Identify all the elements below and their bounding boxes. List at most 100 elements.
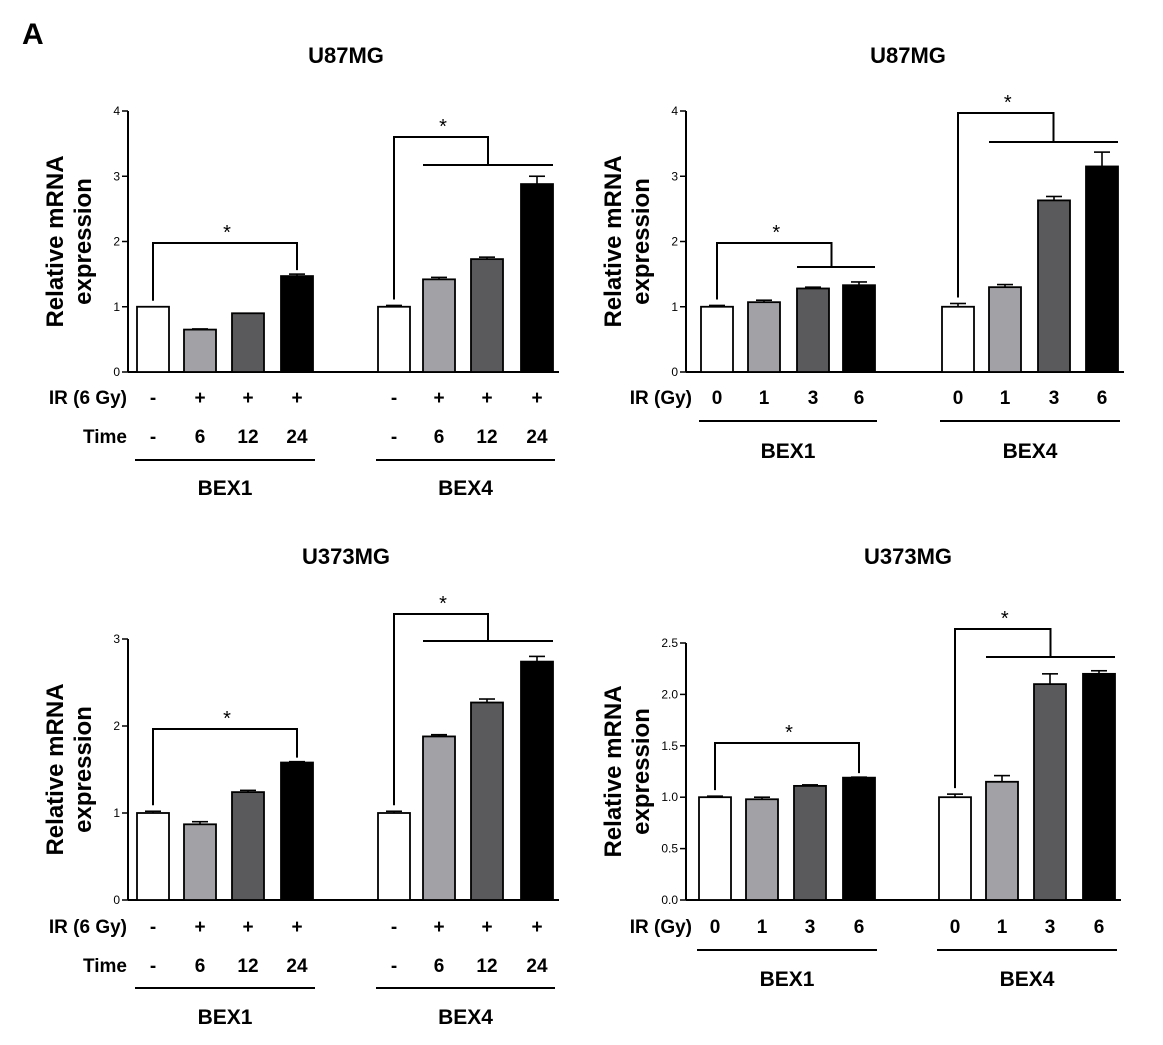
condition-label: 12 xyxy=(237,427,258,448)
condition-label: 6 xyxy=(195,427,206,448)
condition-label: - xyxy=(150,388,156,409)
condition-label: - xyxy=(391,956,397,977)
chart-title: U87MG xyxy=(870,43,946,68)
y-tick-label: 0.0 xyxy=(661,893,678,907)
condition-label: 12 xyxy=(237,956,258,977)
y-tick-label: 0 xyxy=(113,893,120,907)
panel-label: A xyxy=(22,18,44,51)
condition-row-label: IR (6 Gy) xyxy=(49,917,127,938)
condition-label: 1 xyxy=(759,388,770,409)
condition-row-label: IR (6 Gy) xyxy=(49,388,127,409)
condition-label: 3 xyxy=(1045,917,1056,938)
group-label: BEX1 xyxy=(198,477,253,500)
bar xyxy=(520,660,554,901)
y-tick-label: 1 xyxy=(671,300,678,314)
condition-label: 6 xyxy=(195,956,206,977)
condition-label: 6 xyxy=(854,917,865,938)
condition-label: 6 xyxy=(1097,388,1108,409)
condition-label: + xyxy=(194,388,205,409)
y-tick-label: 3 xyxy=(113,169,120,183)
y-axis-label-line: expression xyxy=(70,178,97,305)
bar xyxy=(470,701,504,901)
condition-label: + xyxy=(242,917,253,938)
bar xyxy=(377,812,411,901)
condition-label: 1 xyxy=(757,917,768,938)
y-tick-label: 4 xyxy=(671,104,678,118)
condition-label: + xyxy=(433,388,444,409)
bar xyxy=(280,275,314,373)
bar xyxy=(470,258,504,373)
bar xyxy=(842,284,876,373)
condition-label: 12 xyxy=(476,956,497,977)
condition-label: + xyxy=(291,917,302,938)
y-tick-label: 2 xyxy=(113,235,120,249)
chart-panel-2: U87MG Relative mRNAexpression 0 1 2 3 4 IR (Gy)… xyxy=(600,43,1124,463)
y-tick-label: 1 xyxy=(113,300,120,314)
bar xyxy=(1085,165,1119,373)
condition-label: 1 xyxy=(1000,388,1011,409)
bar xyxy=(136,305,170,373)
chart-panel-4: U373MG Relative mRNAexpression 0.0 0.5 1.0 1.… xyxy=(600,544,1121,991)
condition-label: 24 xyxy=(286,427,308,448)
y-axis-label-line: expression xyxy=(628,708,655,835)
y-tick-label: 0.5 xyxy=(661,842,678,856)
bar xyxy=(1037,199,1071,373)
bar xyxy=(231,312,265,373)
condition-label: 3 xyxy=(808,388,819,409)
group-label: BEX4 xyxy=(1003,440,1058,463)
significance-bracket xyxy=(152,242,298,301)
bar xyxy=(183,823,217,901)
significance-marker: * xyxy=(439,593,447,615)
condition-label: 6 xyxy=(854,388,865,409)
bar xyxy=(422,278,456,373)
condition-label: 24 xyxy=(526,427,548,448)
condition-label: - xyxy=(150,956,156,977)
condition-label: + xyxy=(242,388,253,409)
condition-label: - xyxy=(150,917,156,938)
group-label: BEX4 xyxy=(438,477,493,500)
condition-label: - xyxy=(391,917,397,938)
y-tick-label: 3 xyxy=(113,632,120,646)
condition-row-label: Time xyxy=(83,956,127,977)
condition-label: 0 xyxy=(953,388,964,409)
condition-label: 24 xyxy=(286,956,308,977)
condition-label: 24 xyxy=(526,956,548,977)
significance-marker: * xyxy=(1004,92,1012,114)
group-label: BEX1 xyxy=(761,440,816,463)
condition-label: + xyxy=(481,917,492,938)
condition-label: 3 xyxy=(1049,388,1060,409)
condition-label: 6 xyxy=(434,427,445,448)
y-axis-label-line: expression xyxy=(70,706,97,833)
condition-label: + xyxy=(481,388,492,409)
group-label: BEX1 xyxy=(760,968,815,991)
bar xyxy=(422,735,456,901)
condition-label: 6 xyxy=(434,956,445,977)
group-label: BEX4 xyxy=(1000,968,1055,991)
bar xyxy=(280,761,314,901)
bar xyxy=(988,286,1022,373)
y-tick-label: 1 xyxy=(113,806,120,820)
condition-label: + xyxy=(531,917,542,938)
significance-marker: * xyxy=(223,222,231,244)
significance-marker: * xyxy=(223,708,231,730)
significance-bracket xyxy=(393,136,489,300)
y-tick-label: 0 xyxy=(113,365,120,379)
condition-row-label: Time xyxy=(83,427,127,448)
significance-marker: * xyxy=(785,722,793,744)
y-axis-label-line: Relative mRNA xyxy=(42,683,69,855)
y-axis-label-line: Relative mRNA xyxy=(600,685,627,857)
significance-bracket xyxy=(152,728,298,806)
condition-label: 0 xyxy=(950,917,961,938)
bar xyxy=(985,780,1019,901)
condition-label: 12 xyxy=(476,427,497,448)
significance-marker: * xyxy=(1001,608,1009,630)
condition-label: + xyxy=(194,917,205,938)
condition-label: + xyxy=(291,388,302,409)
bar xyxy=(745,798,779,901)
significance-marker: * xyxy=(772,222,780,244)
bar xyxy=(938,796,972,901)
y-tick-label: 0 xyxy=(671,365,678,379)
condition-label: - xyxy=(391,388,397,409)
